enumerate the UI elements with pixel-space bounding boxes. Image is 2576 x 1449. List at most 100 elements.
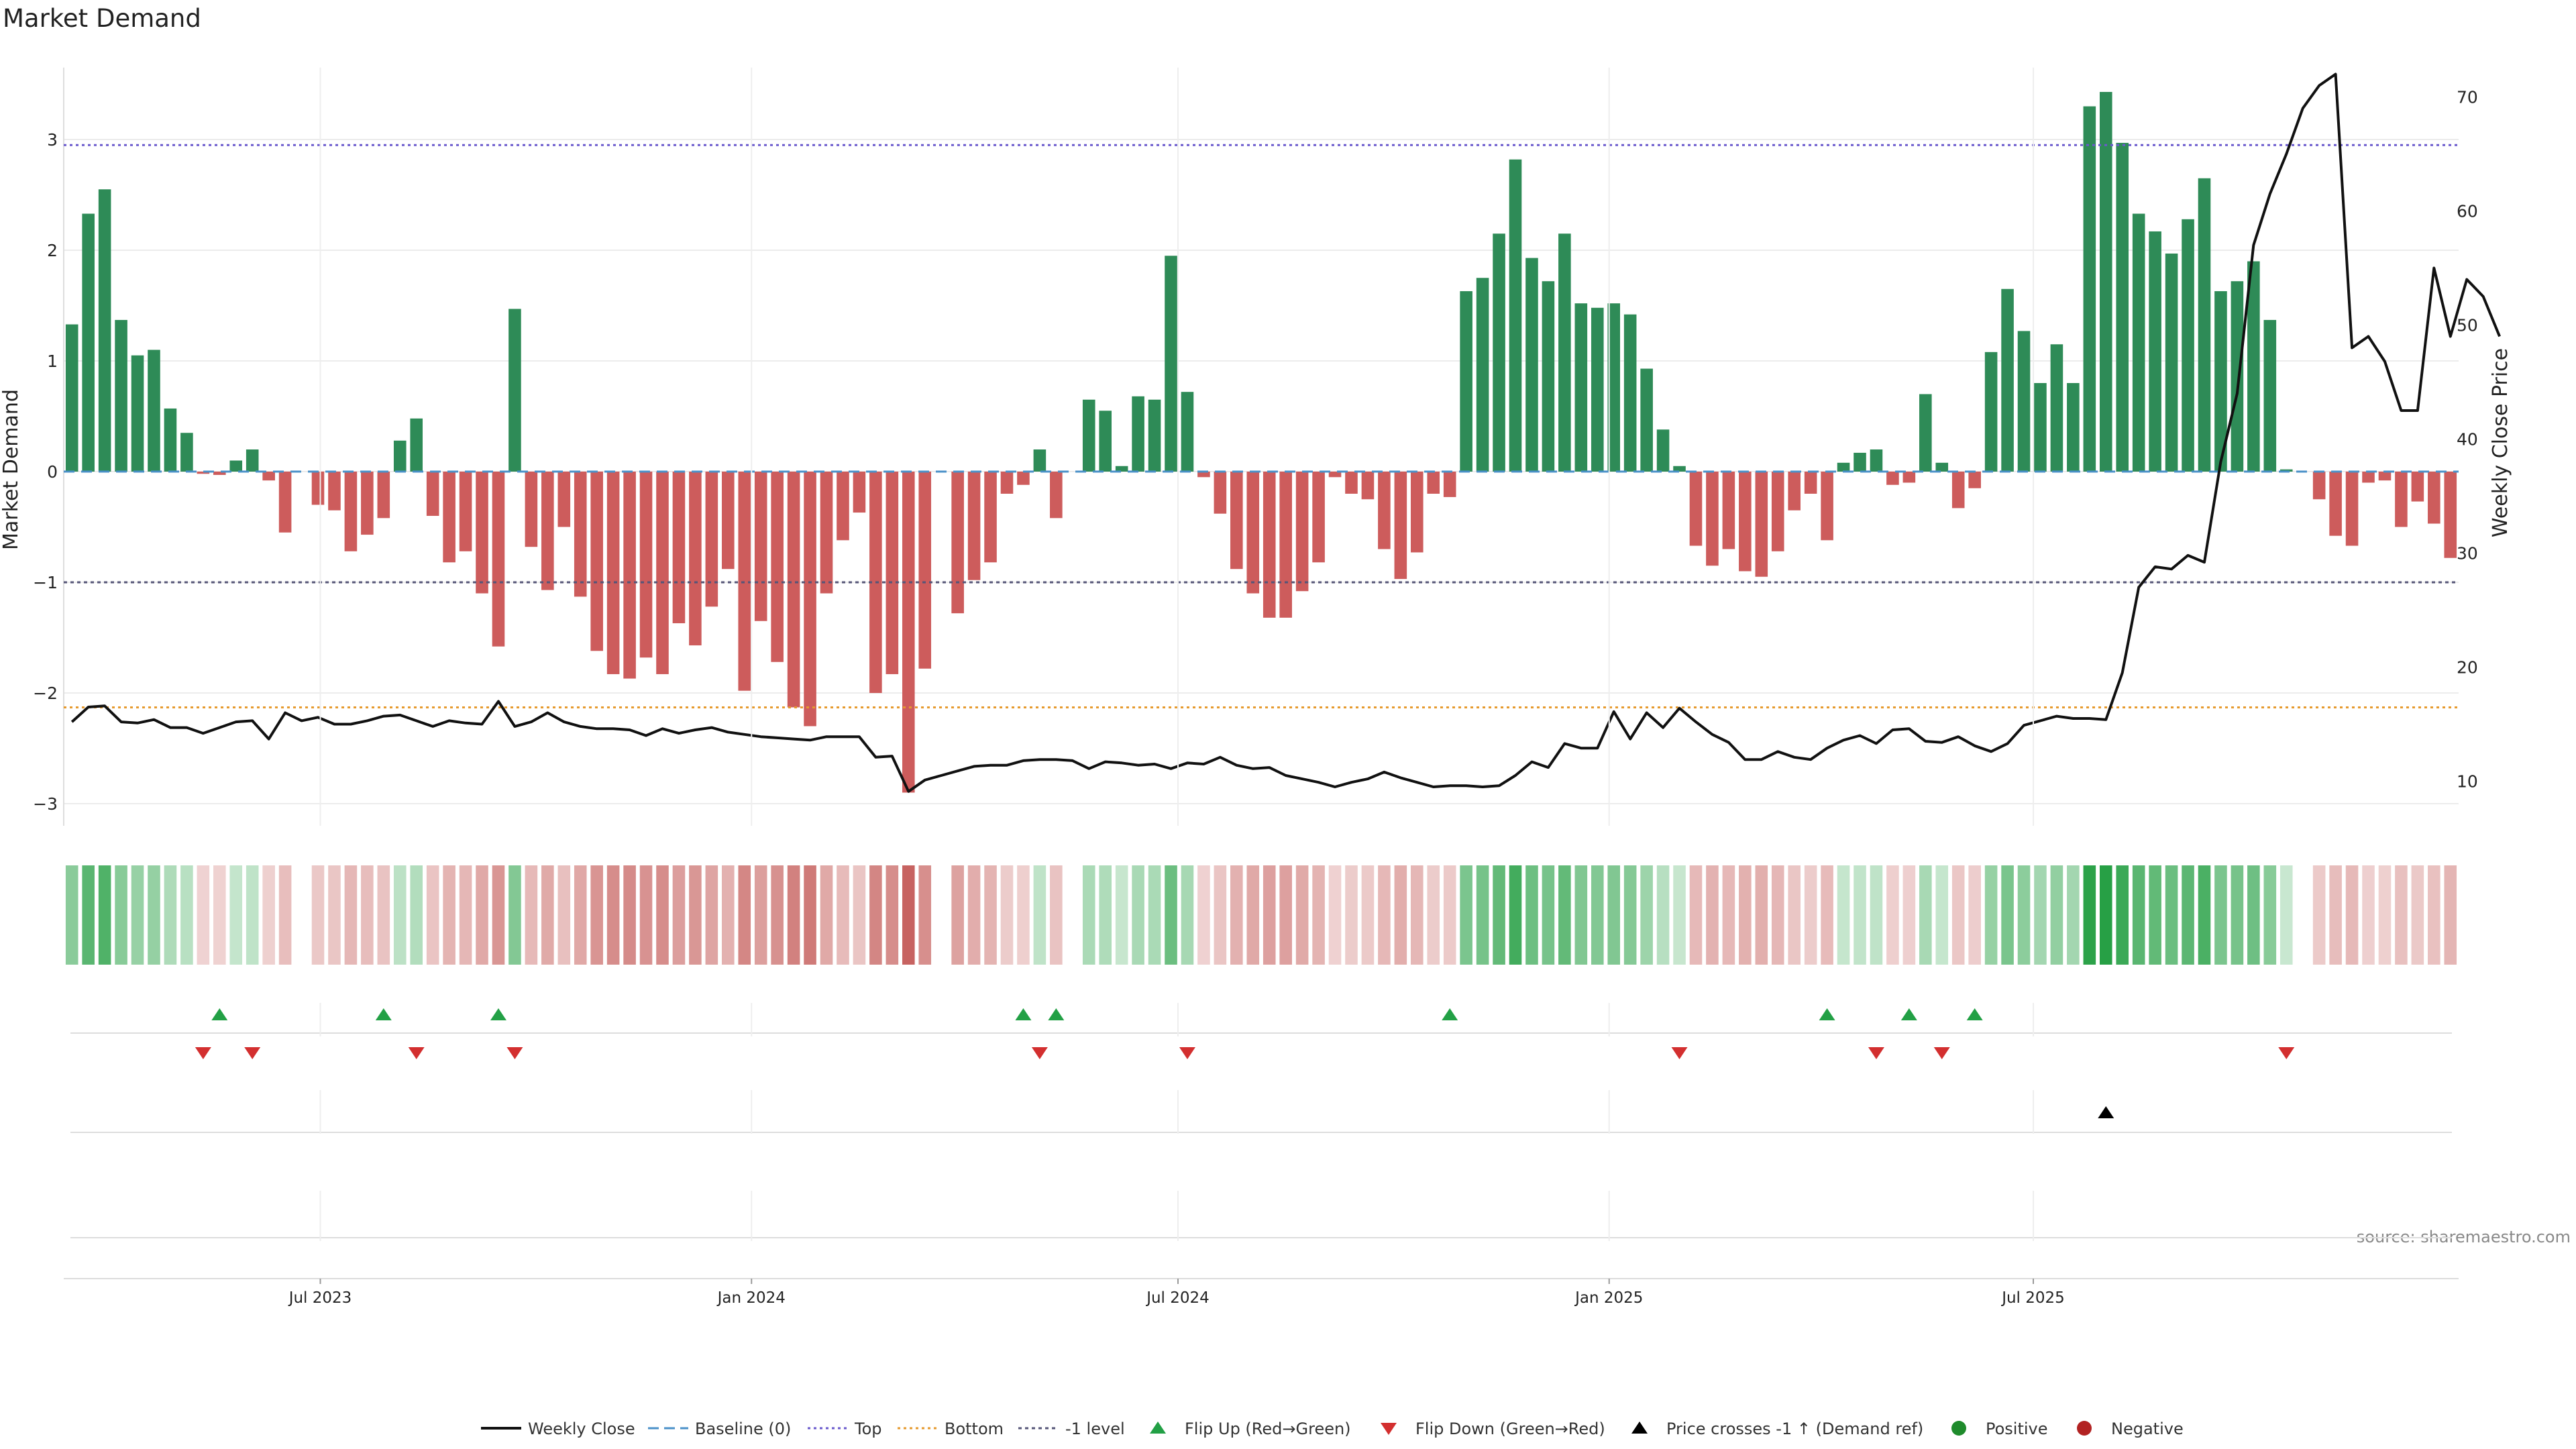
- demand-strip-cell: [2362, 865, 2375, 965]
- demand-strip-cell: [574, 865, 587, 965]
- negative-demand-bar: [1378, 472, 1391, 549]
- positive-demand-bar: [1525, 258, 1538, 472]
- positive-demand-bar: [1673, 466, 1686, 472]
- negative-demand-bar: [1951, 472, 1965, 508]
- negative-demand-bar: [361, 472, 374, 535]
- demand-strip-cell: [229, 865, 243, 965]
- positive-demand-bar: [1181, 392, 1194, 472]
- demand-strip-cell: [1984, 865, 1998, 965]
- flip-up-marker: [1442, 1008, 1458, 1020]
- positive-demand-bar: [1165, 256, 1177, 472]
- positive-demand-bar: [2182, 219, 2194, 472]
- demand-strip-cell: [1214, 865, 1227, 965]
- demand-strip-cell: [328, 865, 341, 965]
- negative-demand-bar: [771, 472, 784, 662]
- demand-strip-cell: [1968, 865, 1981, 965]
- demand-strip-cell: [541, 865, 554, 965]
- demand-strip-cell: [2001, 865, 2014, 965]
- demand-strip-cell: [1755, 865, 1768, 965]
- positive-demand-bar: [1460, 291, 1472, 472]
- demand-strip-cell: [508, 865, 521, 965]
- negative-demand-bar: [1968, 472, 1981, 488]
- demand-strip-cell: [2279, 865, 2293, 965]
- demand-strip-cell: [1246, 865, 1260, 965]
- x-tick-label: Jul 2023: [288, 1289, 352, 1307]
- negative-demand-bar: [1017, 472, 1030, 485]
- legend-label: Top: [854, 1419, 882, 1438]
- demand-strip-cell: [2428, 865, 2440, 965]
- negative-demand-bar: [722, 472, 735, 570]
- demand-strip-cell: [1821, 865, 1833, 965]
- demand-strip-cell: [557, 865, 571, 965]
- demand-strip-cell: [1312, 865, 1325, 965]
- flip-up-marker: [1966, 1008, 1983, 1020]
- flip-down-marker: [506, 1047, 523, 1059]
- demand-strip-cell: [1919, 865, 1932, 965]
- negative-demand-bar: [804, 472, 816, 727]
- demand-strip-cell: [1345, 865, 1358, 965]
- positive-demand-bar: [1591, 307, 1604, 472]
- weekly-close-line: [70, 72, 2501, 793]
- negative-demand-bar: [2395, 472, 2408, 527]
- flip-up-marker: [1900, 1008, 1917, 1020]
- positive-demand-bar: [148, 350, 160, 472]
- negative-demand-bar: [2411, 472, 2424, 502]
- demand-strip-cell: [1656, 865, 1670, 965]
- demand-strip-cell: [2444, 865, 2457, 965]
- legend-label: Positive: [1986, 1419, 2048, 1438]
- positive-demand-bar: [2279, 469, 2293, 472]
- positive-demand-bar: [1509, 159, 1522, 472]
- demand-strip-cell: [771, 865, 784, 965]
- negative-demand-bar: [754, 472, 767, 621]
- negative-demand-bar: [2444, 472, 2457, 558]
- positive-demand-bar: [246, 449, 259, 472]
- demand-strip-cell: [902, 865, 915, 965]
- demand-strip-cell: [1509, 865, 1522, 965]
- negative-demand-bar: [738, 472, 751, 691]
- demand-strip-cell: [2329, 865, 2342, 965]
- positive-demand-bar: [1033, 449, 1046, 472]
- legend-label: Weekly Close: [528, 1419, 635, 1438]
- demand-strip-cell: [787, 865, 800, 965]
- negative-demand-bar: [1411, 472, 1424, 553]
- negative-demand-bar: [1427, 472, 1440, 494]
- negative-demand-bar: [1689, 472, 1703, 546]
- demand-strip-cell: [492, 865, 505, 965]
- flip-down-marker: [2278, 1047, 2295, 1059]
- negative-demand-bar: [656, 472, 669, 674]
- demand-strip-cell: [837, 865, 849, 965]
- legend-label: Price crosses -1 ↑ (Demand ref): [1666, 1419, 1923, 1438]
- y-tick-label: 2: [47, 241, 58, 260]
- demand-strip-cell: [804, 865, 816, 965]
- demand-strip-cell: [2411, 865, 2424, 965]
- demand-strip-cell: [1558, 865, 1571, 965]
- demand-strip-cell: [951, 865, 964, 965]
- demand-strip-cell: [2067, 865, 2080, 965]
- demand-strip-cell: [853, 865, 866, 965]
- demand-strip-cell: [131, 865, 144, 965]
- flip-up-marker: [211, 1008, 228, 1020]
- demand-strip-cell: [984, 865, 997, 965]
- positive-demand-bar: [2001, 288, 2014, 472]
- positive-demand-bar: [393, 440, 407, 472]
- positive-demand-bar: [2034, 383, 2047, 472]
- positive-demand-bar: [410, 418, 423, 472]
- demand-strip-cell: [1804, 865, 1817, 965]
- demand-strip-cell: [459, 865, 472, 965]
- demand-strip-cell: [1148, 865, 1161, 965]
- legend-label: Negative: [2111, 1419, 2184, 1438]
- demand-strip-cell: [2214, 865, 2227, 965]
- demand-strip-cell: [754, 865, 767, 965]
- positive-demand-bar: [1837, 462, 1850, 472]
- positive-demand-bar: [1870, 449, 1883, 472]
- legend-swatch-up: [1150, 1421, 1166, 1434]
- demand-strip-cell: [885, 865, 899, 965]
- negative-demand-bar: [853, 472, 866, 513]
- demand-strip-cell: [1870, 865, 1883, 965]
- demand-strip-cell: [148, 865, 160, 965]
- positive-demand-bar: [65, 324, 78, 472]
- demand-strip-cell: [2263, 865, 2277, 965]
- negative-demand-bar: [606, 472, 620, 674]
- demand-strip-cell: [1050, 865, 1063, 965]
